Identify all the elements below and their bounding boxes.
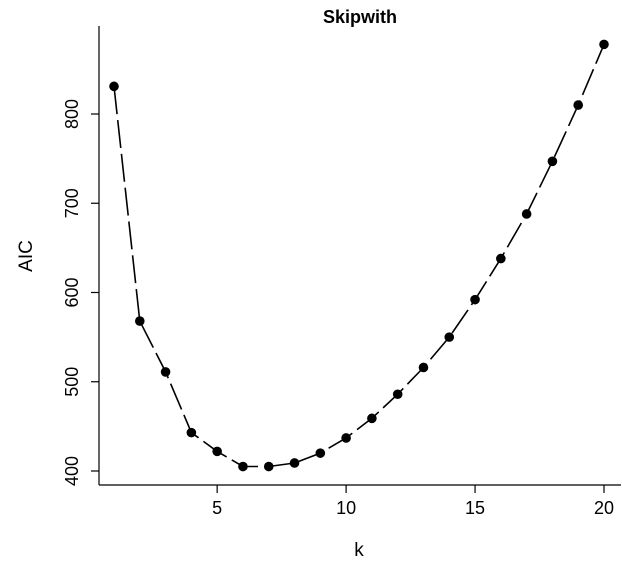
- x-tick-label: 10: [336, 498, 356, 518]
- data-point: [547, 156, 558, 167]
- data-point: [341, 433, 351, 443]
- data-point: [521, 209, 532, 219]
- data-point: [263, 461, 274, 472]
- chart-title: Skipwith: [323, 7, 397, 27]
- y-tick-label: 600: [62, 277, 82, 307]
- data-point: [160, 367, 171, 377]
- data-point: [470, 294, 480, 305]
- data-point: [109, 81, 119, 92]
- y-axis-label: AIC: [16, 240, 37, 272]
- x-tick-label: 20: [594, 498, 614, 518]
- data-point: [392, 389, 403, 400]
- x-tick-label: 5: [212, 498, 222, 518]
- aic-series-line: [113, 44, 605, 468]
- data-point: [134, 316, 145, 326]
- aic-series-points: [109, 39, 609, 472]
- y-axis-ticks: 400 500 600 700 800: [62, 99, 99, 486]
- data-point: [573, 100, 584, 110]
- y-tick-label: 400: [62, 456, 82, 486]
- x-axis-label: k: [354, 540, 364, 561]
- data-point: [315, 448, 326, 458]
- data-point: [289, 458, 300, 468]
- y-tick-label: 500: [62, 367, 82, 397]
- y-tick-label: 700: [62, 188, 82, 218]
- data-point: [444, 332, 455, 342]
- data-point: [367, 413, 377, 424]
- x-tick-label: 15: [465, 498, 485, 518]
- x-axis-ticks: 5 10 15 20: [212, 485, 614, 518]
- data-point: [212, 446, 222, 457]
- data-point: [186, 427, 197, 438]
- y-tick-label: 800: [62, 99, 82, 129]
- data-point: [238, 461, 248, 472]
- data-point: [496, 253, 506, 264]
- data-point: [599, 39, 609, 50]
- data-point: [418, 362, 429, 373]
